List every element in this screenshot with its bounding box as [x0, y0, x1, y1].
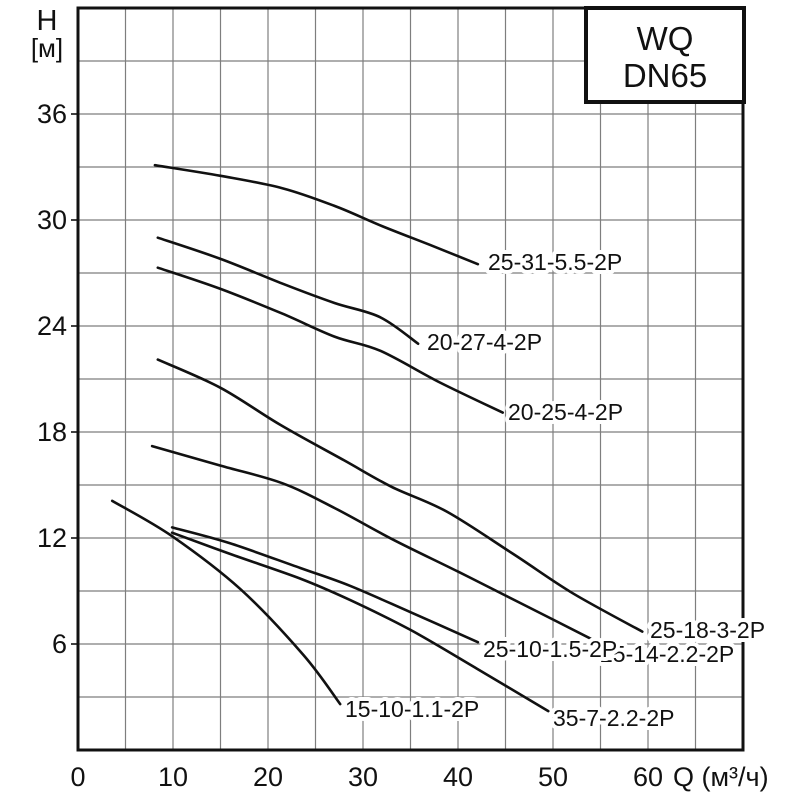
title-box-line1: WQ — [637, 20, 694, 57]
curve-label-20-27-4-2P: 20-27-4-2P — [427, 329, 542, 355]
x-tick-label: 40 — [443, 762, 473, 792]
y-tick-label: 12 — [37, 523, 67, 553]
title-box-border — [584, 6, 746, 104]
y-axis-name: H — [37, 5, 58, 37]
y-tick-label: 36 — [37, 99, 67, 129]
y-axis-ticks: 36 30 24 18 12 6 — [37, 99, 78, 659]
curve-25-31-5.5-2P — [153, 163, 480, 266]
x-axis-name: Q (м³/ч) — [673, 762, 769, 792]
title-box: WQ DN65 — [584, 6, 746, 104]
x-axis-ticks: 0 10 20 30 40 50 60 — [70, 762, 663, 792]
x-tick-label: 60 — [633, 762, 663, 792]
curve-25-18-3-2P — [156, 358, 644, 633]
x-tick-label: 0 — [70, 762, 85, 792]
y-axis-unit: [м] — [31, 33, 63, 63]
curve-labels-layer: 25-31-5.5-2P 20-27-4-2P 20-25-4-2P 25-18-3-… — [341, 245, 769, 735]
curve-label-20-25-4-2P: 20-25-4-2P — [508, 399, 623, 425]
x-tick-label: 50 — [538, 762, 568, 792]
curve-20-25-4-2P — [156, 266, 504, 414]
curve-25-14-2.2-2P — [150, 444, 599, 644]
curve-label-25-18-3-2P: 25-18-3-2P — [650, 617, 765, 643]
curve-label-25-10-1.5-2P: 25-10-1.5-2P — [483, 636, 617, 662]
plot-border — [76, 6, 745, 752]
curve-label-35-7-2.2-2P: 35-7-2.2-2P — [553, 705, 674, 731]
y-tick-label: 30 — [37, 205, 67, 235]
title-box-line2: DN65 — [623, 57, 707, 94]
y-tick-label: 6 — [52, 629, 67, 659]
curve-15-10-1.1-2P — [110, 499, 342, 706]
x-tick-label: 30 — [348, 762, 378, 792]
curve-label-15-10-1.1-2P: 15-10-1.1-2P — [345, 696, 479, 722]
y-tick-label: 18 — [37, 417, 67, 447]
curve-25-10-1.5-2P — [170, 526, 480, 644]
y-tick-label: 24 — [37, 311, 67, 341]
curve-35-7-2.2-2P — [170, 531, 550, 713]
x-tick-label: 10 — [158, 762, 188, 792]
curve-20-27-4-2P — [156, 236, 420, 345]
curve-label-25-14-2.2-2P: 25-14-2.2-2P — [600, 641, 734, 667]
grid-layer — [78, 8, 743, 750]
curves-layer — [110, 163, 644, 713]
curve-label-25-31-5.5-2P: 25-31-5.5-2P — [488, 249, 622, 275]
x-tick-label: 20 — [253, 762, 283, 792]
